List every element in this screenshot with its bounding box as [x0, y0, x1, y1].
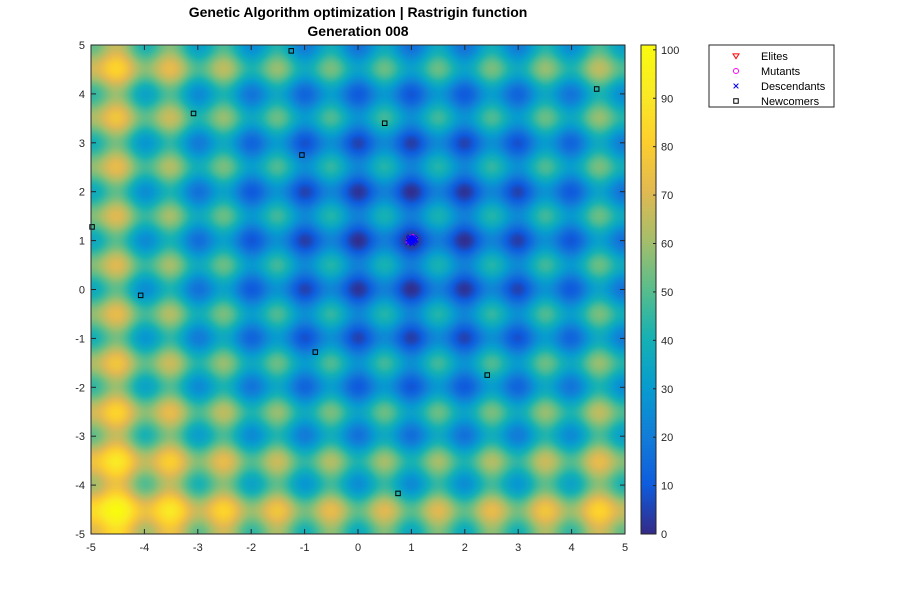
- heatmap-surface: [91, 45, 625, 534]
- chart-title: Genetic Algorithm optimization | Rastrig…: [189, 4, 528, 20]
- legend-elites-label: Elites: [761, 51, 788, 63]
- legend-descendants-marker: [733, 83, 739, 89]
- x-tick-label: 2: [462, 542, 468, 554]
- colorbar-tick-label: 20: [661, 432, 673, 444]
- colorbar-gradient: [641, 45, 656, 534]
- newcomers-marker: [593, 86, 600, 92]
- newcomers-marker: [299, 152, 305, 158]
- colorbar-tick-label: 30: [661, 384, 673, 396]
- colorbar-tick-label: 70: [661, 190, 673, 202]
- colorbar-tick-label: 50: [661, 287, 673, 299]
- y-tick-label: -4: [75, 480, 85, 492]
- x-tick-label: 0: [355, 542, 361, 554]
- x-axis: -5 -4 -3 -2 -1 0 1 2 3 4 5: [86, 45, 628, 554]
- newcomers-marker: [312, 349, 319, 355]
- newcomers-marker: [137, 292, 144, 299]
- legend: Elites Mutants Descendants Newcomers: [708, 44, 835, 108]
- newcomers-marker: [395, 490, 401, 497]
- x-tick-label: -4: [140, 542, 150, 554]
- colorbar-tick-label: 100: [661, 45, 679, 57]
- x-tick-label: -3: [193, 542, 203, 554]
- legend-mutants-marker: [732, 67, 740, 75]
- newcomers-marker: [288, 48, 294, 54]
- colorbar-tick-label: 10: [661, 481, 673, 493]
- y-tick-label: 1: [79, 236, 85, 248]
- descendants-marker: [406, 238, 413, 244]
- y-tick-label: -2: [75, 382, 85, 394]
- newcomers-marker: [381, 120, 388, 126]
- legend-elites-marker: [732, 53, 740, 60]
- colorbar-tick-label: 90: [661, 93, 673, 105]
- newcomers-marker: [190, 110, 197, 117]
- legend-box: [708, 44, 835, 108]
- colorbar-tick-label: 40: [661, 335, 673, 347]
- colorbar-tick-label: 80: [661, 142, 673, 154]
- y-tick-label: 5: [79, 40, 85, 52]
- legend-items: Elites Mutants Descendants Newcomers: [732, 51, 826, 108]
- x-tick-label: -1: [300, 542, 310, 554]
- x-tick-label: 1: [408, 542, 414, 554]
- y-tick-label: 0: [79, 285, 85, 297]
- scatter-markers: [89, 48, 600, 497]
- x-tick-label: -2: [246, 542, 256, 554]
- newcomers-marker: [484, 372, 490, 378]
- colorbar-tick-label: 0: [661, 529, 667, 541]
- y-tick-label: -1: [75, 333, 85, 345]
- chart-subtitle: Generation 008: [307, 23, 408, 39]
- x-tick-label: 4: [569, 542, 575, 554]
- legend-descendants-label: Descendants: [761, 81, 826, 93]
- y-tick-label: -5: [75, 529, 85, 541]
- x-tick-label: 3: [515, 542, 521, 554]
- x-tick-label: 5: [622, 542, 628, 554]
- descendants-marker: [412, 236, 419, 243]
- legend-mutants-label: Mutants: [761, 66, 801, 78]
- colorbar-gradient-container: [641, 45, 656, 534]
- y-tick-label: 2: [79, 187, 85, 199]
- y-tick-label: 4: [79, 89, 85, 101]
- plot-area: -5 -4 -3 -2 -1 0 1 2 3 4 5 5 4 3 2 1 0 -1 -2 -3 -4 -5: [75, 40, 628, 554]
- legend-newcomers-label: Newcomers: [761, 96, 820, 108]
- x-tick-label: -5: [86, 542, 96, 554]
- colorbar-box: [640, 44, 657, 535]
- newcomers-marker: [89, 224, 95, 230]
- colorbar-tick-label: 60: [661, 239, 673, 251]
- heatmap-surface-container: [91, 45, 625, 534]
- y-tick-label: 3: [79, 138, 85, 150]
- y-axis: 5 4 3 2 1 0 -1 -2 -3 -4 -5: [75, 40, 625, 541]
- legend-newcomers-marker: [733, 98, 739, 104]
- y-tick-label: -3: [75, 431, 85, 443]
